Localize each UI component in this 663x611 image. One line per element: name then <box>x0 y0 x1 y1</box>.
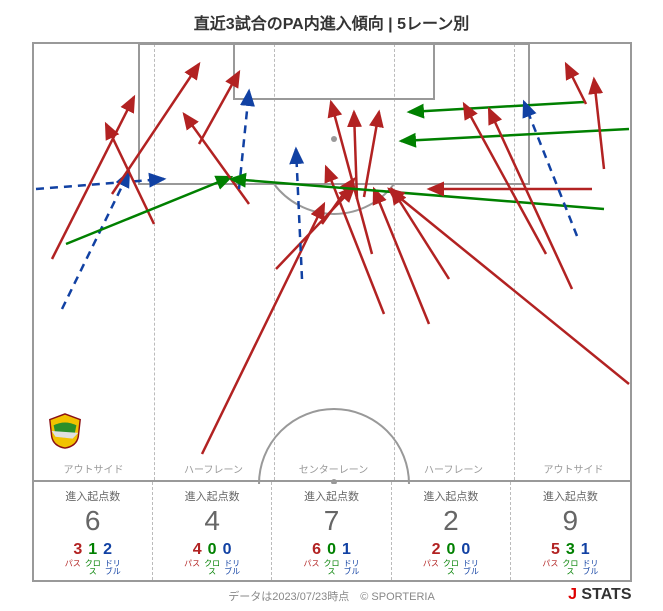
sublabel-pass: パス <box>64 560 82 576</box>
stat-cross: 1 <box>88 541 97 559</box>
sublabel-drib: ドリブル <box>223 560 241 576</box>
arrow-cross <box>401 129 629 141</box>
sublabel-pass: パス <box>303 560 321 576</box>
stat-pass: 6 <box>312 541 321 559</box>
stat-breakdown: 601 <box>274 541 388 559</box>
arrow-pass <box>202 204 324 454</box>
stat-pass: 4 <box>193 541 202 559</box>
arrow-pass <box>276 187 354 269</box>
chart-title: 直近3試合のPA内進入傾向 | 5レーン別 <box>30 10 633 34</box>
sublabel-drib: ドリブル <box>581 560 599 576</box>
stat-sublabels: パスクロスドリブル <box>394 560 508 576</box>
stat-drib: 0 <box>461 541 470 559</box>
sublabel-cross: クロス <box>203 560 221 576</box>
brand-j: J <box>568 586 577 603</box>
arrow-pass <box>389 189 629 384</box>
stat-total: 7 <box>274 506 388 537</box>
arrow-cross <box>409 102 584 112</box>
arrow-cross <box>66 177 231 244</box>
lane-stat: 進入起点数9531パスクロスドリブル <box>511 482 629 580</box>
arrow-drib <box>524 102 577 236</box>
stat-drib: 1 <box>581 541 590 559</box>
lane-stat: 進入起点数4400パスクロスドリブル <box>153 482 272 580</box>
sublabel-drib: ドリブル <box>462 560 480 576</box>
stat-cross: 3 <box>566 541 575 559</box>
arrow-pass <box>199 72 239 144</box>
arrow-drib <box>239 91 249 189</box>
sublabel-cross: クロス <box>84 560 102 576</box>
stat-drib: 2 <box>103 541 112 559</box>
stats-brand: J STATS <box>568 586 631 604</box>
stat-label: 進入起点数 <box>513 488 627 504</box>
stats-row: 進入起点数6312パスクロスドリブル進入起点数4400パスクロスドリブル進入起点… <box>32 482 632 582</box>
stat-drib: 0 <box>223 541 232 559</box>
sublabel-cross: クロス <box>561 560 579 576</box>
stat-label: 進入起点数 <box>36 488 150 504</box>
stat-cross: 0 <box>327 541 336 559</box>
sublabel-drib: ドリブル <box>104 560 122 576</box>
arrow-pass <box>184 114 249 204</box>
lane-stat: 進入起点数7601パスクロスドリブル <box>272 482 391 580</box>
stat-total: 4 <box>155 506 269 537</box>
stat-label: 進入起点数 <box>394 488 508 504</box>
arrow-pass <box>594 79 604 169</box>
stat-total: 2 <box>394 506 508 537</box>
stat-breakdown: 531 <box>513 541 627 559</box>
stat-total: 6 <box>36 506 150 537</box>
arrow-pass <box>374 189 429 324</box>
stat-sublabels: パスクロスドリブル <box>36 560 150 576</box>
stat-breakdown: 400 <box>155 541 269 559</box>
sublabel-drib: ドリブル <box>343 560 361 576</box>
sublabel-cross: クロス <box>323 560 341 576</box>
stat-total: 9 <box>513 506 627 537</box>
arrow-pass <box>489 109 572 289</box>
lane-stat: 進入起点数2200パスクロスドリブル <box>392 482 511 580</box>
arrow-pass <box>392 189 449 279</box>
pitch: アウトサイド ハーフレーン センターレーン ハーフレーン アウトサイド <box>32 42 632 482</box>
arrow-pass <box>106 124 154 224</box>
footer-text: データは2023/07/23時点 © SPORTERIA <box>228 591 435 603</box>
stat-sublabels: パスクロスドリブル <box>155 560 269 576</box>
stat-drib: 1 <box>342 541 351 559</box>
sublabel-pass: パス <box>183 560 201 576</box>
stat-label: 進入起点数 <box>155 488 269 504</box>
stat-breakdown: 200 <box>394 541 508 559</box>
sublabel-pass: パス <box>422 560 440 576</box>
sublabel-cross: クロス <box>442 560 460 576</box>
stat-label: 進入起点数 <box>274 488 388 504</box>
stat-sublabels: パスクロスドリブル <box>513 560 627 576</box>
brand-rest: STATS <box>577 586 632 603</box>
stat-pass: 5 <box>551 541 560 559</box>
stat-cross: 0 <box>208 541 217 559</box>
stat-breakdown: 312 <box>36 541 150 559</box>
stat-pass: 3 <box>73 541 82 559</box>
arrow-pass <box>566 64 586 104</box>
lane-stat: 進入起点数6312パスクロスドリブル <box>34 482 153 580</box>
stat-pass: 2 <box>432 541 441 559</box>
stat-sublabels: パスクロスドリブル <box>274 560 388 576</box>
pitch-svg <box>34 44 634 484</box>
sublabel-pass: パス <box>541 560 559 576</box>
stat-cross: 0 <box>446 541 455 559</box>
arrow-pass <box>112 64 199 194</box>
team-logo <box>46 412 84 450</box>
footer: データは2023/07/23時点 © SPORTERIA J STATS <box>32 588 632 604</box>
